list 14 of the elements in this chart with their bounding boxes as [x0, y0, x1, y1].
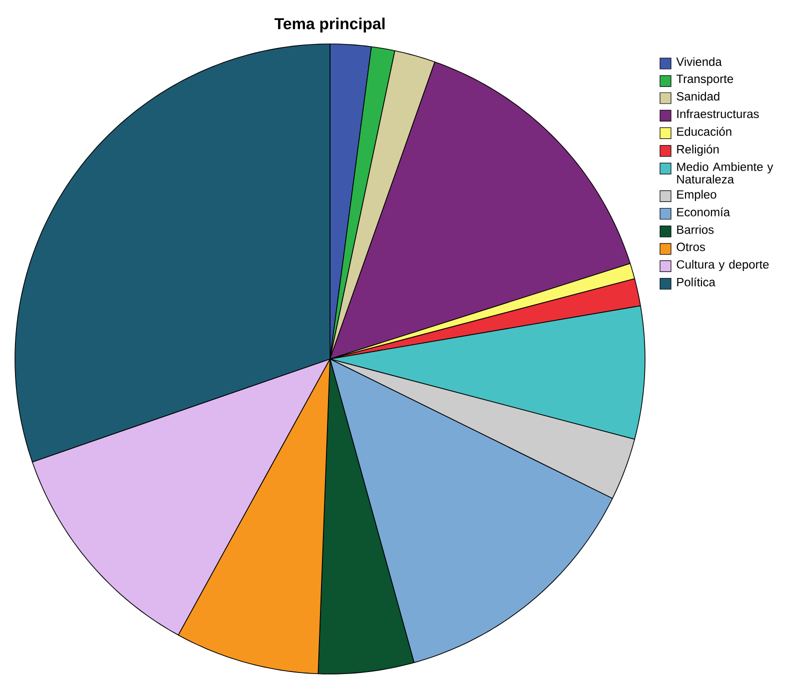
- legend-label: Sanidad: [676, 92, 720, 101]
- legend-label: Economía: [677, 207, 730, 216]
- legend-label: Política: [677, 277, 716, 286]
- legend-label: Transporte: [676, 74, 734, 86]
- legend-label: Barrios: [677, 225, 714, 234]
- legend-label: Vivienda: [676, 57, 722, 66]
- legend-label: Cultura y deporte: [676, 260, 769, 272]
- legend-label: Religión: [677, 144, 719, 156]
- chart-title: Tema principal: [274, 18, 385, 32]
- legend-label: Empleo: [677, 190, 716, 202]
- legend-label: Infraestructuras: [677, 109, 759, 118]
- legend-label: Medio Ambiente y Naturaleza: [677, 162, 774, 184]
- legend-label: Educación: [677, 126, 732, 136]
- legend-label: Otros: [676, 242, 705, 252]
